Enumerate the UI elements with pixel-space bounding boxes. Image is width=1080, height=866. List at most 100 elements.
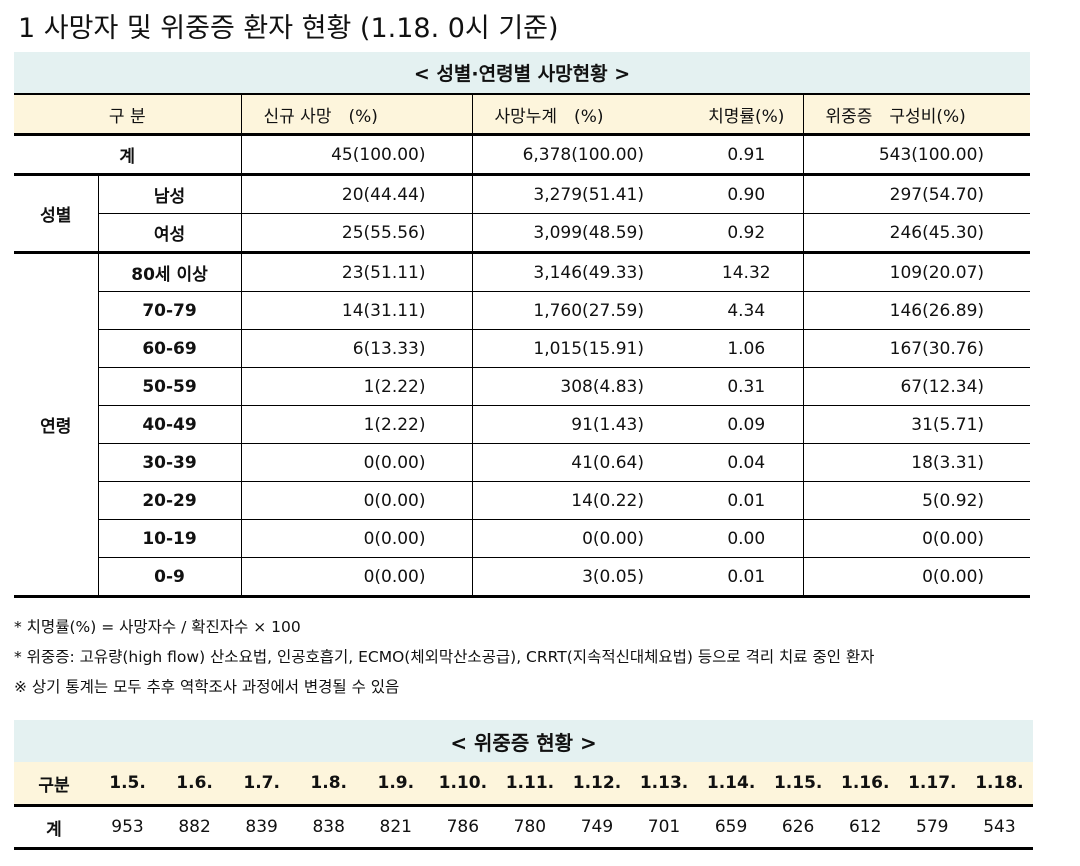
cell: 3,279(51.41) xyxy=(471,174,690,214)
row-label: 70-79 xyxy=(97,291,241,330)
row-label: 40-49 xyxy=(97,405,241,444)
cell: 626 xyxy=(764,805,832,850)
cell: 1(2.22) xyxy=(240,367,472,406)
data-row: 60-69 6(13.33) 1,015(15.91) 1.06 167(30.76) xyxy=(14,329,1031,368)
header-row: 구 분 신규 사망 (%) 사망누계 (%) 치명률(%) 위중증 구성비(%) xyxy=(14,93,1031,136)
cell: 0.01 xyxy=(690,481,803,520)
data-row: 70-79 14(31.11) 1,760(27.59) 4.34 146(26.89) xyxy=(14,291,1031,330)
cell: 23(51.11) xyxy=(240,252,472,292)
row-label: 0-9 xyxy=(97,557,241,598)
cell: 0.31 xyxy=(690,367,803,406)
cell: 1.06 xyxy=(690,329,803,368)
header-cell: 1.16. xyxy=(831,762,899,807)
cell: 659 xyxy=(697,805,765,850)
cell: 0(0.00) xyxy=(240,519,472,558)
header-cell: 1.12. xyxy=(563,762,631,807)
table-caption: < 위중증 현황 > xyxy=(14,720,1034,762)
cell: 6(13.33) xyxy=(240,329,472,368)
cell: 308(4.83) xyxy=(471,367,690,406)
cell: 25(55.56) xyxy=(240,213,472,254)
cell: 0.00 xyxy=(690,519,803,558)
cell: 0.92 xyxy=(690,213,803,254)
data-row: 20-29 0(0.00) 14(0.22) 0.01 5(0.92) xyxy=(14,481,1031,520)
data-row: 계 953 882 839 838 821 786 780 749 701 659 626 612 579… xyxy=(14,805,1034,850)
cell: 0.04 xyxy=(690,443,803,482)
cell: 612 xyxy=(831,805,899,850)
note: ※ 상기 통계는 모두 추후 역학조사 과정에서 변경될 수 있음 xyxy=(14,678,400,696)
group-label: 연령 xyxy=(14,252,98,598)
data-row: 50-59 1(2.22) 308(4.83) 0.31 67(12.34) xyxy=(14,367,1031,406)
cell: 91(1.43) xyxy=(471,405,690,444)
cell: 67(12.34) xyxy=(802,367,1031,406)
data-row: 성별 남성 20(44.44) 3,279(51.41) 0.90 297(54.70) xyxy=(14,174,1031,254)
row-label: 10-19 xyxy=(97,519,241,558)
header-cell: 치명률(%) xyxy=(690,93,803,136)
total-row: 계 45(100.00) 6,378(100.00) 0.91 543(100.00) xyxy=(14,134,1031,176)
note: * 위중증: 고유량(high flow) 산소요법, 인공호흡기, ECMO(… xyxy=(14,648,875,666)
cell: 701 xyxy=(630,805,698,850)
header-cell: 1.5. xyxy=(94,762,162,807)
cell: 0(0.00) xyxy=(802,557,1031,598)
cell: 31(5.71) xyxy=(802,405,1031,444)
data-row: 여성 25(55.56) 3,099(48.59) 0.92 246(45.30) xyxy=(14,213,1031,254)
cell: 839 xyxy=(228,805,296,850)
cell: 3,099(48.59) xyxy=(471,213,690,254)
cell: 1(2.22) xyxy=(240,405,472,444)
death-table: < 성별·연령별 사망현황 > 구 분 신규 사망 (%) 사망누계 (%) 치명률(%… xyxy=(14,52,1031,598)
cell: 14(0.22) xyxy=(471,481,690,520)
header-cell: 1.8. xyxy=(295,762,363,807)
data-row: 연령 80세 이상 23(51.11) 3,146(49.33) 14.32 109(20… xyxy=(14,252,1031,598)
cell: 0(0.00) xyxy=(240,481,472,520)
cell: 1,015(15.91) xyxy=(471,329,690,368)
page-title: 1 사망자 및 위중증 환자 현황 (1.18. 0시 기준) xyxy=(18,13,559,44)
cell: 167(30.76) xyxy=(802,329,1031,368)
cell: 14(31.11) xyxy=(240,291,472,330)
data-row: 10-19 0(0.00) 0(0.00) 0.00 0(0.00) xyxy=(14,519,1031,558)
header-cell: 1.9. xyxy=(362,762,430,807)
cell: 0.09 xyxy=(690,405,803,444)
cell: 749 xyxy=(563,805,631,850)
header-cell: 사망누계 (%) xyxy=(471,93,690,136)
cell: 780 xyxy=(496,805,564,850)
cell: 0.91 xyxy=(690,134,803,176)
header-cell: 1.18. xyxy=(965,762,1034,807)
cell: 0(0.00) xyxy=(240,557,472,598)
data-row: 40-49 1(2.22) 91(1.43) 0.09 31(5.71) xyxy=(14,405,1031,444)
row-label: 60-69 xyxy=(97,329,241,368)
cell: 45(100.00) xyxy=(240,134,472,176)
cell: 0(0.00) xyxy=(240,443,472,482)
row-label: 남성 xyxy=(97,174,241,214)
cell: 0.01 xyxy=(690,557,803,598)
cell: 543(100.00) xyxy=(802,134,1031,176)
row-label: 여성 xyxy=(97,213,241,254)
cell: 0(0.00) xyxy=(471,519,690,558)
cell: 882 xyxy=(161,805,229,850)
notes: * 치명률(%) = 사망자수 / 확진자수 × 100 * 위중증: 고유량(h… xyxy=(14,612,874,702)
header-cell: 1.17. xyxy=(898,762,966,807)
caption-row: < 성별·연령별 사망현황 > xyxy=(14,52,1031,94)
header-row: 구분 1.5. 1.6. 1.7. 1.8. 1.9. 1.10. 1.11. 1.12. 1.1… xyxy=(14,762,1034,807)
row-label: 30-39 xyxy=(97,443,241,482)
cell: 579 xyxy=(898,805,966,850)
cell: 109(20.07) xyxy=(802,252,1031,292)
cell: 14.32 xyxy=(690,252,803,292)
header-cell: 1.11. xyxy=(496,762,564,807)
cell: 18(3.31) xyxy=(802,443,1031,482)
row-label: 20-29 xyxy=(97,481,241,520)
header-cell: 1.14. xyxy=(697,762,765,807)
cell: 5(0.92) xyxy=(802,481,1031,520)
data-row: 30-39 0(0.00) 41(0.64) 0.04 18(3.31) xyxy=(14,443,1031,482)
header-cell: 1.10. xyxy=(429,762,497,807)
header-cell: 1.7. xyxy=(228,762,296,807)
cell: 0.90 xyxy=(690,174,803,214)
cell: 146(26.89) xyxy=(802,291,1031,330)
note: * 치명률(%) = 사망자수 / 확진자수 × 100 xyxy=(14,618,301,636)
header-cell: 1.15. xyxy=(764,762,832,807)
header-cell: 신규 사망 (%) xyxy=(240,93,472,136)
cell: 4.34 xyxy=(690,291,803,330)
cell: 953 xyxy=(94,805,162,850)
data-row: 0-9 0(0.00) 3(0.05) 0.01 0(0.00) xyxy=(14,557,1031,598)
header-cell: 구 분 xyxy=(14,93,241,136)
caption-row: < 위중증 현황 > xyxy=(14,720,1034,762)
